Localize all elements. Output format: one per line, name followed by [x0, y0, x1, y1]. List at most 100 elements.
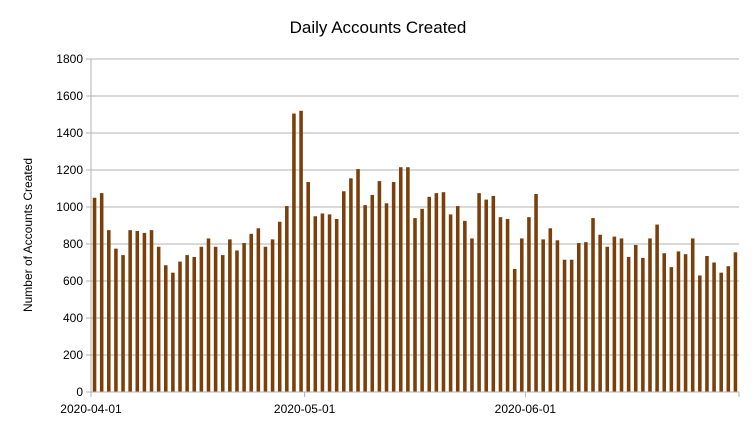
y-tick-label: 1200: [56, 163, 83, 177]
bar: [698, 275, 702, 392]
bar: [676, 251, 681, 392]
bar: [156, 246, 161, 392]
bar: [669, 267, 674, 393]
bar: [199, 246, 204, 392]
y-tick-label: 800: [63, 237, 83, 251]
bar: [434, 193, 439, 393]
y-tick-label: 1800: [56, 52, 83, 66]
bar: [527, 217, 531, 392]
bar: [349, 178, 353, 392]
bar: [306, 182, 310, 392]
bar: [427, 196, 432, 392]
bar: [391, 182, 396, 392]
bar: [626, 256, 631, 392]
bar: [555, 240, 560, 392]
y-tick-label: 200: [63, 348, 83, 362]
bar: [584, 242, 588, 392]
bar: [498, 217, 503, 392]
y-tick-label: 1600: [56, 89, 83, 103]
bar: [612, 236, 617, 392]
bar: [121, 255, 125, 392]
bar: [491, 195, 496, 392]
bar: [163, 265, 168, 392]
bar: [149, 230, 154, 393]
bar: [477, 193, 481, 393]
bar: [192, 256, 197, 392]
bar: [655, 224, 659, 392]
bar: [548, 228, 553, 392]
bar: [512, 268, 517, 392]
bar: [641, 257, 645, 393]
bar: [270, 239, 275, 393]
bar: [92, 197, 97, 392]
bar: [534, 194, 538, 392]
bar: [505, 219, 510, 392]
chart-title: Daily Accounts Created: [289, 18, 467, 37]
bar: [484, 199, 488, 392]
bar: [242, 243, 246, 392]
bar: [313, 216, 318, 392]
y-tick-label: 1000: [56, 200, 83, 214]
bar: [135, 231, 140, 392]
bar: [213, 246, 218, 392]
bar: [633, 244, 638, 392]
bar: [285, 206, 289, 392]
bar: [292, 113, 296, 392]
bar: [114, 248, 118, 393]
bar: [249, 233, 253, 392]
bar: [619, 238, 624, 392]
bar: [107, 230, 111, 393]
bar: [334, 219, 339, 392]
bar: [377, 181, 382, 392]
bars: [92, 110, 738, 393]
bar: [320, 213, 325, 392]
y-tick-label: 600: [63, 274, 83, 288]
bar: [185, 255, 189, 392]
bar: [662, 253, 667, 392]
y-tick-label: 0: [76, 385, 83, 399]
bar: [398, 167, 403, 392]
bar: [299, 110, 303, 393]
y-tick-label: 1400: [56, 126, 83, 140]
bar: [263, 246, 268, 392]
bar: [463, 220, 467, 392]
bar: [726, 266, 731, 392]
y-tick-label: 400: [63, 311, 83, 325]
bar: [342, 191, 346, 392]
bar: [733, 252, 738, 392]
bar: [142, 232, 147, 392]
bar: [605, 246, 610, 392]
bar: [719, 272, 723, 392]
bar: [220, 255, 225, 392]
bar: [228, 239, 232, 393]
bar: [99, 193, 104, 393]
bar: [541, 239, 545, 393]
bar: [406, 167, 410, 392]
x-tick-label: 2020-05-01: [274, 402, 336, 416]
x-tick-labels: 2020-04-01 2020-05-01 2020-06-01: [60, 392, 740, 416]
bar: [327, 214, 332, 392]
bar: [178, 261, 182, 392]
bar: [171, 272, 175, 392]
bar: [448, 214, 453, 392]
bar: [648, 238, 652, 392]
bar: [420, 208, 424, 392]
bar: [256, 228, 261, 392]
bar: [470, 238, 474, 392]
bar: [128, 230, 132, 393]
axes: [90, 59, 739, 393]
y-tick-labels: 0 200 400 600 800 1000 1200 1400 1600 1800: [56, 52, 91, 399]
bar: [455, 206, 460, 392]
bar: [577, 243, 581, 392]
bar: [520, 238, 524, 392]
bar: [384, 203, 389, 392]
bar: [591, 218, 595, 392]
bar: [277, 221, 282, 392]
bar: [363, 205, 367, 392]
bar: [413, 218, 417, 392]
bar: [690, 238, 695, 392]
bar: [705, 256, 709, 392]
bar: [598, 234, 602, 392]
bar: [356, 169, 360, 392]
